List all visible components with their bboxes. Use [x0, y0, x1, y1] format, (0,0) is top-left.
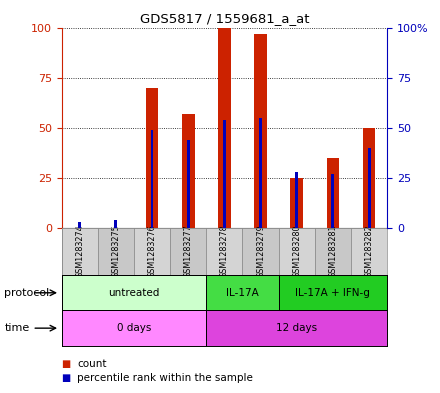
Bar: [206, 310, 387, 346]
Text: protocol: protocol: [4, 288, 50, 298]
Bar: [146, 88, 158, 228]
Bar: [331, 174, 334, 228]
Text: ■: ■: [62, 358, 71, 369]
Bar: [279, 275, 387, 310]
Text: GSM1283278: GSM1283278: [220, 225, 229, 278]
Bar: [182, 114, 194, 228]
Bar: [62, 228, 98, 275]
Bar: [206, 228, 242, 275]
Text: IL-17A: IL-17A: [226, 288, 259, 298]
Bar: [242, 228, 279, 275]
Bar: [218, 28, 231, 228]
Text: 12 days: 12 days: [276, 323, 317, 333]
Text: ■: ■: [62, 373, 71, 383]
Bar: [134, 228, 170, 275]
Text: time: time: [4, 323, 29, 333]
Text: IL-17A + IFN-g: IL-17A + IFN-g: [296, 288, 370, 298]
Bar: [326, 158, 339, 228]
Bar: [78, 222, 81, 228]
Bar: [259, 118, 262, 228]
Text: GSM1283282: GSM1283282: [365, 225, 374, 278]
Bar: [187, 140, 190, 228]
Text: GSM1283279: GSM1283279: [256, 225, 265, 278]
Bar: [98, 228, 134, 275]
Text: GSM1283280: GSM1283280: [292, 225, 301, 278]
Text: GSM1283277: GSM1283277: [184, 225, 193, 278]
Text: percentile rank within the sample: percentile rank within the sample: [77, 373, 253, 383]
Bar: [290, 178, 303, 228]
Bar: [351, 228, 387, 275]
Bar: [150, 130, 154, 228]
Bar: [114, 220, 117, 228]
Bar: [206, 275, 279, 310]
Text: untreated: untreated: [108, 288, 160, 298]
Text: GSM1283276: GSM1283276: [147, 225, 157, 278]
Text: GSM1283275: GSM1283275: [111, 225, 121, 278]
Bar: [368, 148, 370, 228]
Bar: [363, 128, 375, 228]
Bar: [62, 310, 206, 346]
Bar: [315, 228, 351, 275]
Bar: [254, 33, 267, 228]
Bar: [279, 228, 315, 275]
Text: GSM1283274: GSM1283274: [75, 225, 84, 278]
Bar: [170, 228, 206, 275]
Bar: [223, 120, 226, 228]
Text: count: count: [77, 358, 106, 369]
Text: 0 days: 0 days: [117, 323, 151, 333]
Bar: [295, 172, 298, 228]
Text: GSM1283281: GSM1283281: [328, 225, 337, 278]
Title: GDS5817 / 1559681_a_at: GDS5817 / 1559681_a_at: [139, 12, 309, 25]
Bar: [62, 275, 206, 310]
